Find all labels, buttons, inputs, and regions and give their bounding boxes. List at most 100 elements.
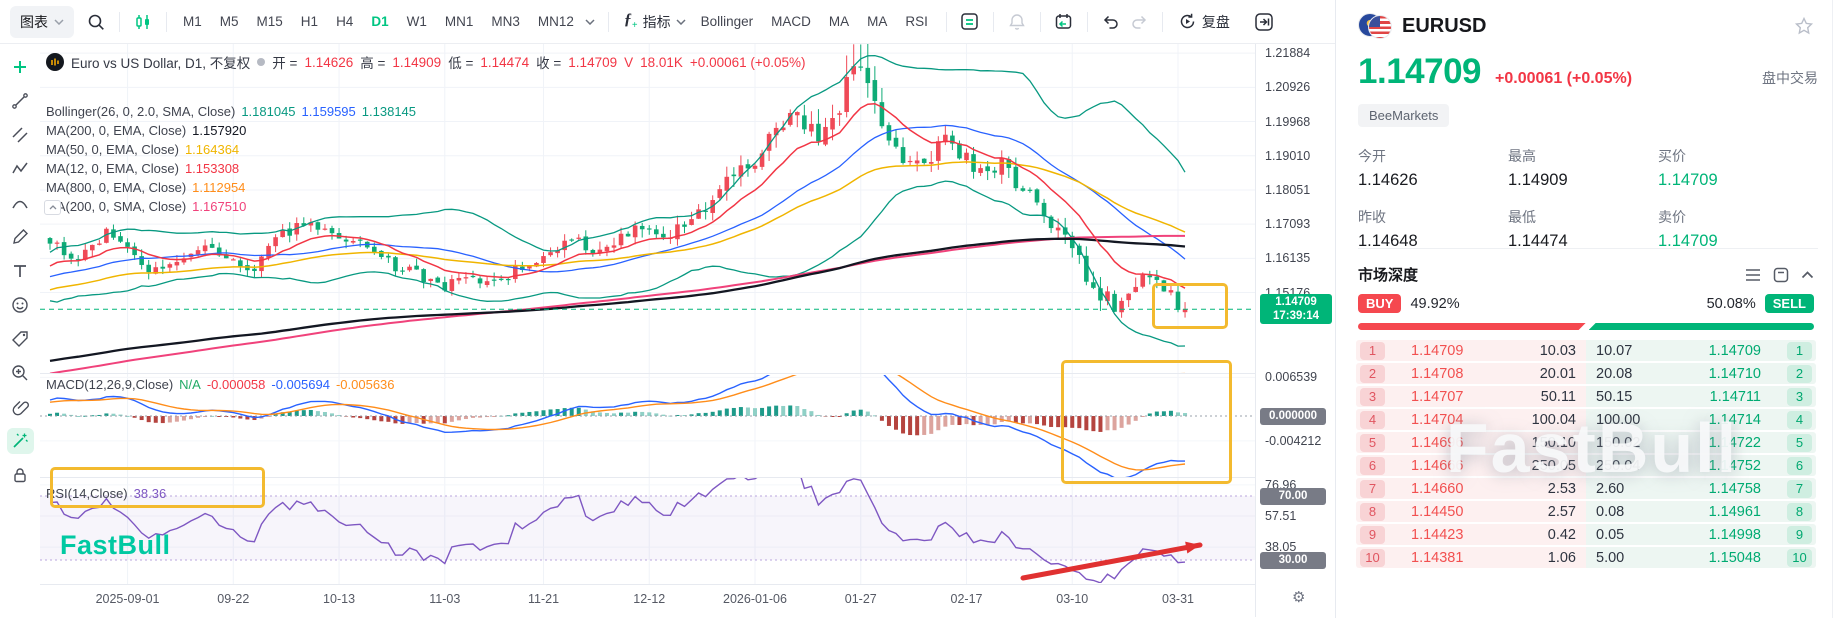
text-tool-icon[interactable] [7, 258, 34, 284]
order-book-row[interactable]: 8 1.14450 2.57 0.08 1.14961 8 [1356, 501, 1816, 522]
price-change: +0.00061 (+0.05%) [1495, 70, 1633, 87]
indicator-shortcut-rsi[interactable]: RSI [905, 14, 928, 29]
emoji-tool-icon[interactable] [7, 292, 34, 318]
alert-bell-icon[interactable] [1003, 8, 1031, 36]
undo-icon[interactable] [1097, 8, 1125, 36]
market-status-dot [257, 58, 266, 66]
buy-percent: 49.92% [1410, 295, 1460, 312]
indicator-shortcut-macd[interactable]: MACD [771, 14, 811, 29]
timeframe-w1[interactable]: W1 [406, 14, 427, 29]
broker-tag[interactable]: BeeMarkets [1358, 104, 1450, 127]
collapse-sidebar-icon[interactable] [1250, 8, 1278, 36]
price-axis[interactable]: 1.21884 1.20926 1.19968 1.19010 1.18051 1.170… [1255, 44, 1335, 617]
order-book-row[interactable]: 7 1.14660 2.53 2.60 1.14758 7 [1356, 478, 1816, 499]
order-book-row[interactable]: 5 1.14696 150.10 150.02 1.14722 5 [1356, 432, 1816, 453]
depth-list-icon[interactable] [1745, 268, 1761, 282]
timeframe-h4[interactable]: H4 [336, 14, 354, 29]
time-label: 12-12 [633, 592, 666, 606]
chart-toolbar: 图表 M1 M5 M15 H1 H4 D1 W1 MN1 MN3 MN12 ƒ+ 指标 Bolli… [0, 0, 1335, 44]
time-label: 01-27 [844, 592, 877, 606]
open-label: 开 = [272, 56, 298, 71]
symbol-legend: Euro vs US Dollar, D1, 不复权 开 = 1.14626 高 … [46, 52, 806, 72]
timeframe-mn12[interactable]: MN12 [537, 14, 574, 29]
chart-type-menu[interactable]: 图表 [10, 5, 74, 38]
replay-button[interactable]: 复盘 [1172, 8, 1236, 36]
price-tick: 1.18051 [1265, 182, 1311, 197]
order-book-row[interactable]: 1 1.14709 10.03 10.07 1.14709 1 [1356, 340, 1816, 361]
symbol-name: EURUSD [1402, 14, 1487, 37]
chart-area: Euro vs US Dollar, D1, 不复权 开 = 1.14626 高 … [0, 44, 1335, 617]
indicator-shortcut-ma[interactable]: MA [828, 14, 850, 29]
order-book-row[interactable]: 10 1.14381 1.06 5.00 1.15048 10 [1356, 547, 1816, 568]
sell-badge: SELL [1764, 294, 1814, 313]
legend-collapse-button[interactable] [44, 200, 61, 215]
timeframe-more-icon[interactable] [581, 8, 599, 36]
indicator-legend: MA(200, 0, SMA, Close) 1.167510 [46, 199, 247, 214]
timeframe-mn1[interactable]: MN1 [444, 14, 474, 29]
chart-watermark: FastBull [60, 530, 171, 560]
time-label: 11-21 [527, 592, 560, 606]
indicator-shortcut-bollinger[interactable]: Bollinger [700, 14, 754, 29]
indicator-shortcuts: Bollinger MACD MA MA RSI [692, 10, 937, 33]
order-book-row[interactable]: 9 1.14423 0.42 0.05 1.14998 9 [1356, 524, 1816, 545]
order-book-row[interactable]: 3 1.14707 50.11 50.15 1.14711 3 [1356, 386, 1816, 407]
low-label: 低 = [448, 56, 474, 71]
timeframe-m1[interactable]: M1 [183, 14, 202, 29]
macd-zero-badge: 0.000000 [1260, 407, 1326, 425]
economic-calendar-icon[interactable] [1050, 8, 1078, 36]
zoom-in-tool-icon[interactable] [7, 360, 34, 386]
panels-layout-icon[interactable] [956, 8, 984, 36]
chart-menu-label: 图表 [20, 13, 48, 30]
patterns-tool-icon[interactable] [7, 156, 34, 182]
order-book-row[interactable]: 4 1.14704 100.04 100.00 1.14714 4 [1356, 409, 1816, 430]
indicator-shortcut-ma-2[interactable]: MA [867, 14, 888, 29]
timeframe-d1[interactable]: D1 [371, 14, 389, 29]
timeframe-m15[interactable]: M15 [256, 14, 283, 29]
indicator-legend: MA(800, 0, EMA, Close) 1.112954 [46, 180, 246, 195]
price-tag-tool-icon[interactable] [7, 326, 34, 352]
quote-stat-最低: 最低 1.14474 [1508, 209, 1568, 250]
timeframe-m5[interactable]: M5 [219, 14, 239, 29]
currency-pair-flag-icon [1358, 13, 1392, 39]
symbol-title: Euro vs US Dollar, D1, 不复权 [71, 56, 251, 71]
quote-stat-买价: 买价 1.14709 [1658, 148, 1718, 189]
toolbar-divider [166, 11, 167, 32]
add-tool-icon[interactable] [7, 54, 34, 80]
session-status: 盘中交易 [1762, 70, 1818, 86]
curves-tool-icon[interactable] [7, 190, 34, 216]
candlestick-style-icon[interactable] [129, 8, 157, 36]
candlestick-chart[interactable] [40, 44, 1255, 617]
favorite-star-icon[interactable] [1794, 16, 1814, 36]
search-icon[interactable] [82, 8, 110, 36]
order-book-row[interactable]: 2 1.14708 20.01 20.08 1.14710 2 [1356, 363, 1816, 384]
link-tool-icon[interactable] [7, 394, 34, 420]
depth-panel-icon[interactable] [1773, 267, 1789, 283]
time-axis[interactable]: 2025-09-01 09-22 10-13 11-03 11-21 12-12 2026-… [0, 592, 1255, 612]
order-book-row[interactable]: 6 1.14666 250.05 250.04 1.14752 6 [1356, 455, 1816, 476]
quote-stat-最高: 最高 1.14909 [1508, 148, 1568, 189]
lock-tool-icon[interactable] [7, 462, 34, 488]
timeframe-h1[interactable]: H1 [300, 14, 319, 29]
magic-tool-icon[interactable] [6, 428, 34, 454]
time-label: 02-17 [950, 592, 983, 606]
last-price: 1.14709 [1358, 52, 1482, 91]
market-depth-title: 市场深度 [1358, 267, 1419, 284]
chart-settings-gear-icon[interactable]: ⚙ [1292, 589, 1306, 606]
timeframe-mn3[interactable]: MN3 [491, 14, 520, 29]
buy-ratio-fill [1358, 323, 1586, 330]
chevron-down-icon [54, 18, 64, 25]
trendline-tool-icon[interactable] [7, 88, 34, 114]
volume-label: V [624, 54, 634, 70]
macd-tick: 0.006539 [1265, 370, 1318, 385]
quote-stats: 今开 1.14626 最高 1.14909 买价 1.14709 昨收 1.14648 最低 1.… [1358, 146, 1808, 251]
redo-icon[interactable] [1125, 8, 1153, 36]
indicators-menu[interactable]: ƒ+ 指标 [618, 7, 692, 35]
volume-value: 18.01K [640, 54, 683, 70]
symbol-logo-icon [46, 53, 64, 71]
indicator-legend: MA(200, 0, EMA, Close) 1.157920 [46, 123, 247, 138]
price-tick: 1.19968 [1265, 114, 1311, 129]
brush-tool-icon[interactable] [7, 224, 34, 250]
collapse-section-icon[interactable] [1801, 270, 1814, 279]
channels-tool-icon[interactable] [7, 122, 34, 148]
indicators-menu-label: 指标 [642, 13, 671, 30]
